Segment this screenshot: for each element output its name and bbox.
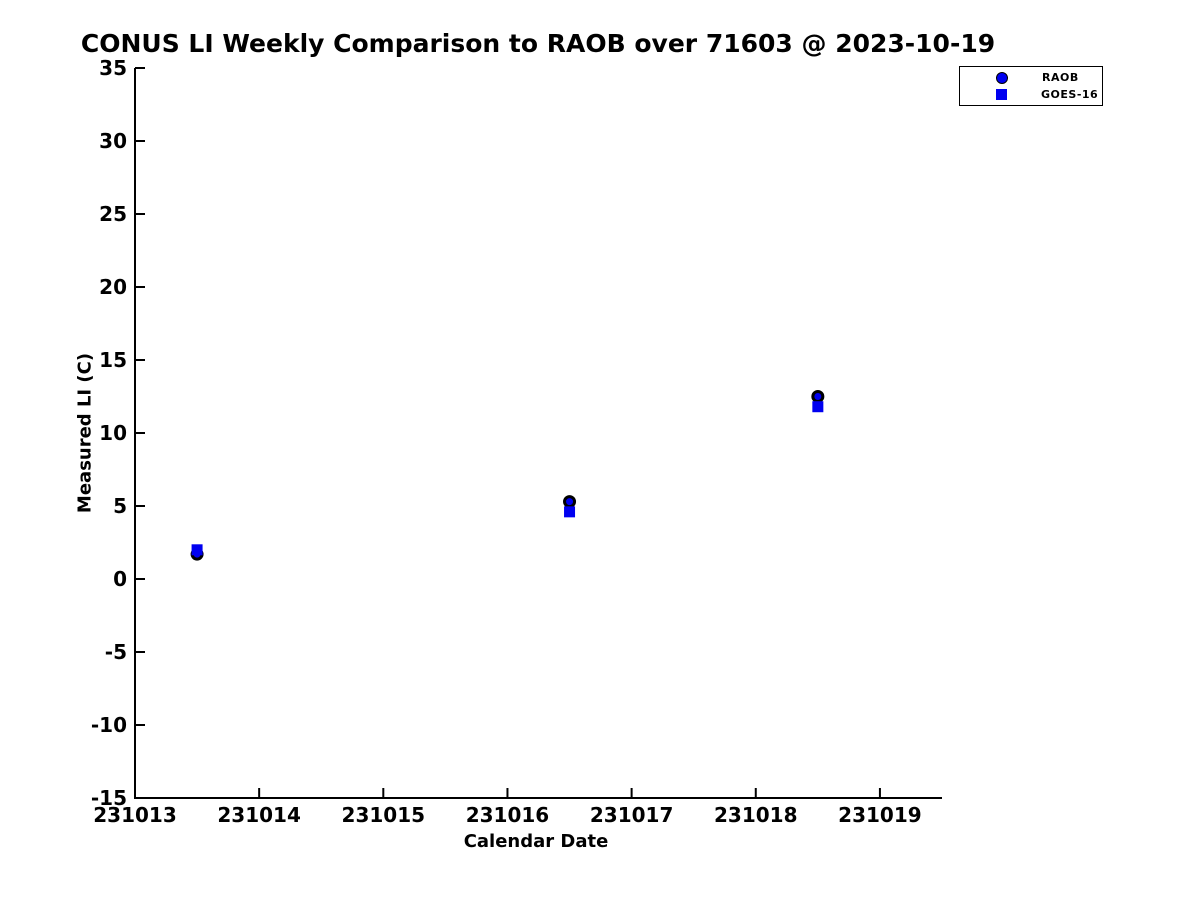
y-tick-label: 20 <box>99 275 127 299</box>
y-tick-label: -5 <box>105 640 127 664</box>
x-tick-label: 231015 <box>342 803 426 827</box>
y-tick-label: 15 <box>99 348 127 372</box>
goes-16-square-marker-icon <box>996 89 1007 100</box>
y-tick-label: 25 <box>99 202 127 226</box>
raob-circle-marker-icon <box>996 71 1008 84</box>
legend-item-raob: RAOB <box>960 69 1102 86</box>
y-axis-label: Measured LI (C) <box>74 352 96 514</box>
x-tick-label: 231017 <box>590 803 674 827</box>
legend-item-goes-16: GOES-16 <box>960 86 1102 103</box>
y-tick-label: 0 <box>113 567 127 591</box>
y-tick-label: 5 <box>113 494 127 518</box>
data-point-goes-16 <box>812 401 824 413</box>
data-point-goes-16 <box>191 544 203 556</box>
y-tick-label: 10 <box>99 421 127 445</box>
y-tick-label: 30 <box>99 129 127 153</box>
y-tick-label: 35 <box>99 56 127 80</box>
x-tick-label: 231014 <box>217 803 301 827</box>
data-point-raob <box>563 495 577 509</box>
legend-label-goes-16: GOES-16 <box>1041 88 1099 101</box>
axes-spines <box>134 68 942 799</box>
legend: RAOB GOES-16 <box>959 66 1103 106</box>
y-tick-label: -10 <box>91 713 127 737</box>
x-tick-label: 231013 <box>93 803 177 827</box>
x-axis-label: Calendar Date <box>463 831 609 852</box>
x-tick-label: 231018 <box>714 803 798 827</box>
data-point-raob <box>811 390 825 403</box>
x-tick-label: 231016 <box>466 803 550 827</box>
y-tick-label: -15 <box>91 786 127 810</box>
data-point-goes-16 <box>564 506 576 518</box>
chart-title: CONUS LI Weekly Comparison to RAOB over … <box>80 29 996 58</box>
legend-label-raob: RAOB <box>1042 71 1079 84</box>
x-tick-label: 231019 <box>838 803 922 827</box>
